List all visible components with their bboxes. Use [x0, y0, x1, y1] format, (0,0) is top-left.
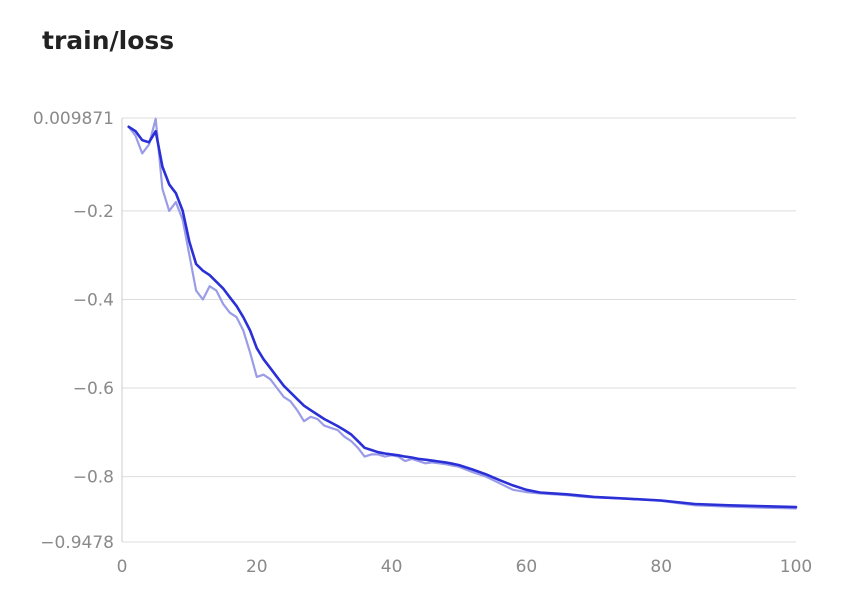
y-tick-label: 0.009871 [33, 109, 114, 129]
grid [122, 117, 796, 543]
chart-title: train/loss [42, 26, 175, 55]
series-line-raw [127, 117, 798, 510]
x-tick-label: 40 [381, 557, 403, 577]
x-tick-label: 0 [117, 557, 128, 577]
y-tick-label: −0.8 [73, 468, 114, 488]
x-tick-label: 100 [780, 557, 812, 577]
x-tick-label: 20 [246, 557, 268, 577]
y-tick-label: −0.4 [73, 290, 114, 310]
x-tick-label: 80 [650, 557, 672, 577]
y-tick-label: −0.9478 [40, 533, 114, 553]
series-layer [127, 117, 798, 510]
series-line-smoothed [127, 125, 798, 509]
y-tick-label: −0.6 [73, 379, 114, 399]
y-tick-label: −0.2 [73, 202, 114, 222]
x-tick-label: 60 [516, 557, 538, 577]
